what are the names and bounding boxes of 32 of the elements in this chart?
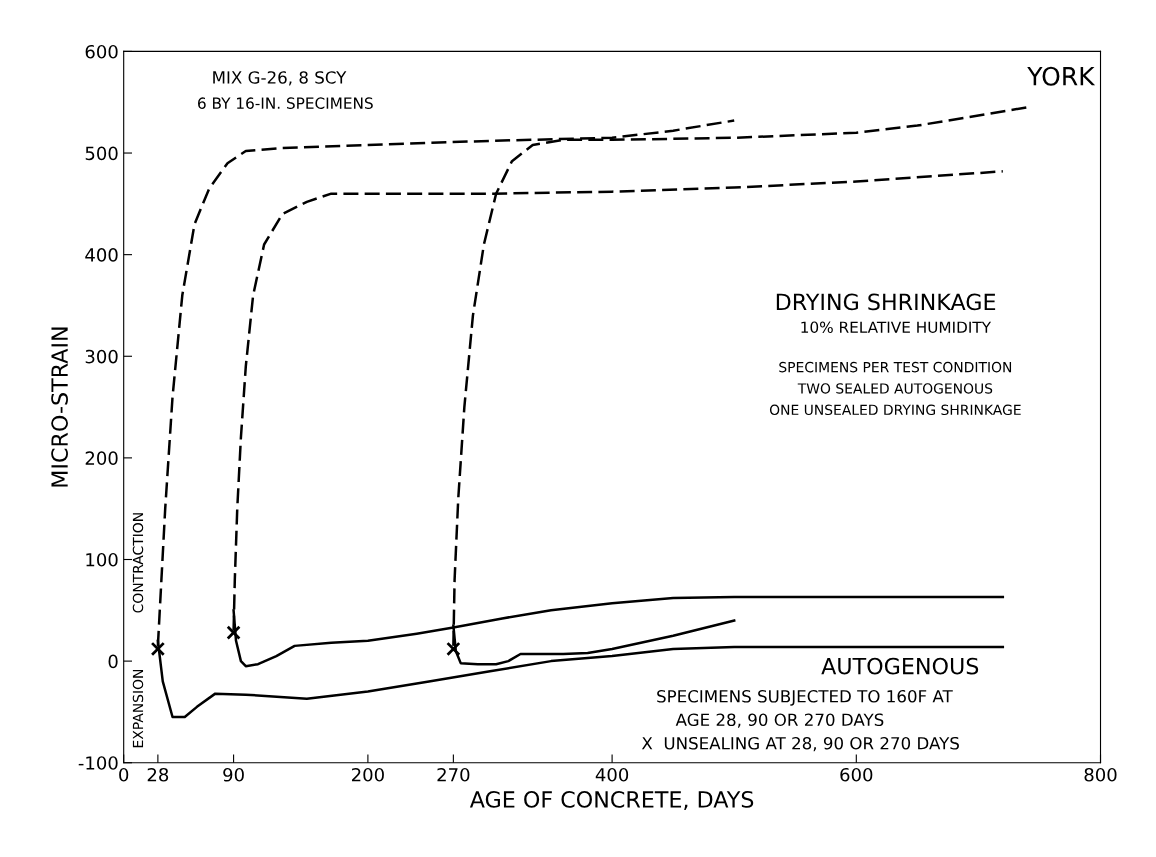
x-tick-label: 90 <box>223 767 244 782</box>
annotation: CONTRACTION <box>132 513 144 613</box>
annotation: TWO SEALED AUTOGENOUS <box>797 383 993 394</box>
y-tick-label: 0 <box>108 654 118 669</box>
annotation: SPECIMENS PER TEST CONDITION <box>779 361 1012 373</box>
annotation: X UNSEALING AT 28, 90 OR 270 DAYS <box>641 736 959 752</box>
x-tick-label: 270 <box>437 767 470 782</box>
y-tick-label: -100 <box>78 756 118 770</box>
y-tick-label: 200 <box>85 451 118 465</box>
y-tick-label: 400 <box>85 248 118 262</box>
annotation: YORK <box>1027 66 1096 86</box>
annotation: ONE UNSEALED DRYING SHRINKAGE <box>769 404 1021 416</box>
x-axis-title: AGE OF CONCRETE, DAYS <box>469 791 754 811</box>
annotation: DRYING SHRINKAGE <box>776 293 996 311</box>
x-tick-label: 200 <box>351 767 384 782</box>
x-tick-label: 0 <box>119 767 129 782</box>
y-tick-label: 500 <box>85 146 118 161</box>
annotation: EXPANSION <box>132 669 144 748</box>
annotation: SPECIMENS SUBJECTED TO 160F AT <box>657 689 953 706</box>
annotation: 10% RELATIVE HUMIDITY <box>801 321 992 333</box>
x-tick-label: 800 <box>1084 767 1117 782</box>
annotation: MIX G-26, 8 SCY <box>213 71 347 86</box>
annotation: AUTOGENOUS <box>821 657 979 675</box>
annotation: AGE 28, 90 OR 270 DAYS <box>675 713 884 728</box>
annotation: 6 BY 16-IN. SPECIMENS <box>198 97 373 109</box>
y-tick-label: 600 <box>85 44 118 59</box>
x-tick-label: 28 <box>147 767 169 782</box>
y-axis-title: MICRO-STRAIN <box>51 327 68 487</box>
y-tick-label: 300 <box>85 349 118 364</box>
y-tick-label: 100 <box>86 552 118 567</box>
x-tick-label: 600 <box>840 767 873 782</box>
x-tick-label: 400 <box>595 767 629 782</box>
